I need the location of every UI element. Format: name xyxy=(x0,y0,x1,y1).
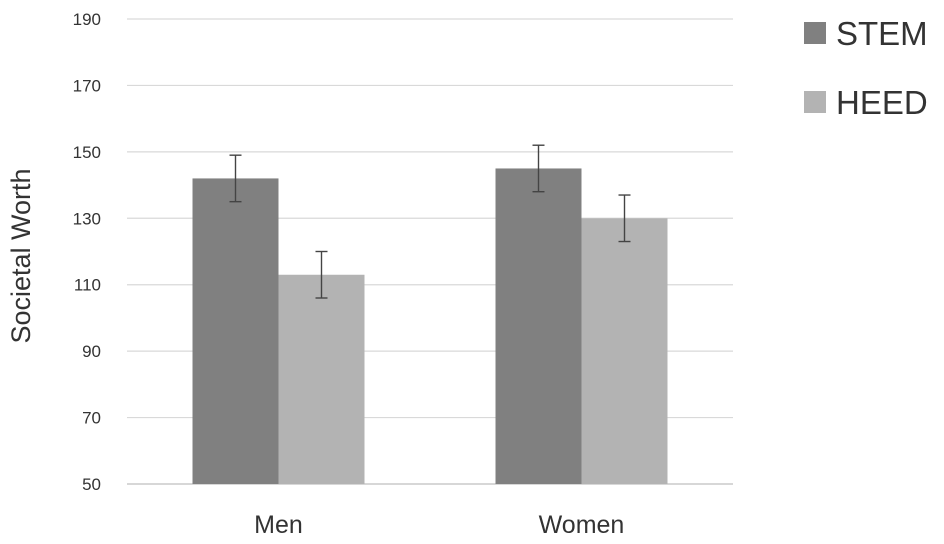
y-tick-label: 50 xyxy=(82,475,101,494)
legend: STEM HEED xyxy=(804,15,928,121)
y-tick-labels: 50 70 90 110 130 150 170 190 xyxy=(73,10,101,494)
y-tick-label: 70 xyxy=(82,409,101,428)
y-tick-label: 190 xyxy=(73,10,101,29)
legend-label: HEED xyxy=(836,84,928,121)
legend-label: STEM xyxy=(836,15,928,52)
legend-item: STEM xyxy=(804,15,928,52)
y-tick-label: 150 xyxy=(73,143,101,162)
bar xyxy=(278,274,365,484)
error-bars xyxy=(229,144,631,299)
y-tick-label: 90 xyxy=(82,342,101,361)
y-tick-label: 170 xyxy=(73,76,101,95)
y-tick-label: 130 xyxy=(73,209,101,228)
bar xyxy=(495,168,582,484)
bar xyxy=(192,178,279,484)
category-label: Men xyxy=(254,511,303,539)
y-axis-label: Societal Worth xyxy=(6,168,36,343)
category-labels: Men Women xyxy=(254,511,624,539)
legend-item: HEED xyxy=(804,84,928,121)
legend-swatch xyxy=(804,22,826,44)
legend-swatch xyxy=(804,91,826,113)
category-label: Women xyxy=(539,511,625,539)
y-tick-label: 110 xyxy=(74,276,101,295)
bar xyxy=(581,218,668,485)
bars xyxy=(192,168,668,485)
